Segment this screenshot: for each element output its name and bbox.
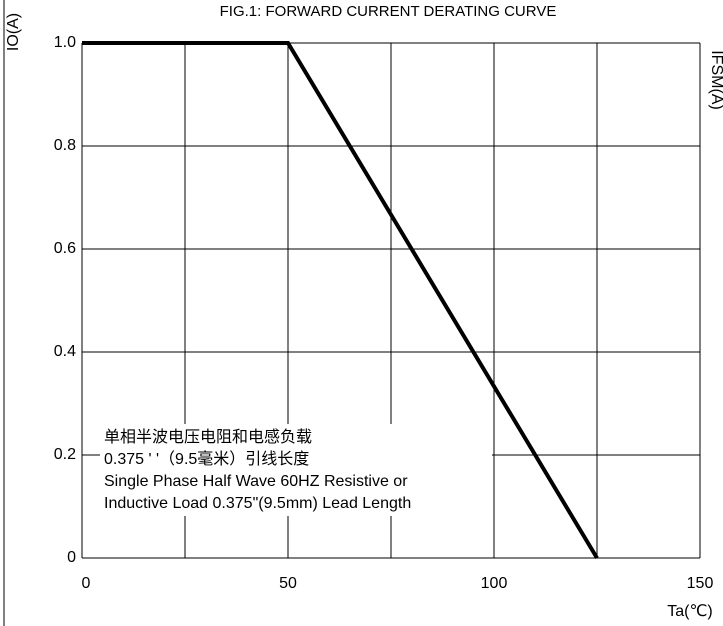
annotation: Inductive Load 0.375"(9.5mm) Lead Length [104,495,411,512]
x-axis-label: Ta(℃) [667,603,713,620]
line-series [82,41,599,560]
y-tick-label: 0.4 [54,343,76,360]
y-tick-label: 0 [67,549,76,566]
y-tick-label: 0.8 [54,137,76,154]
annotation-background [100,424,492,516]
x-tick-label: 100 [481,575,508,592]
x-tick-label: 150 [687,575,714,592]
y-axis-label: IO(A) [5,13,22,51]
y-tick-label: 1.0 [54,34,76,51]
chart-title: FIG.1: FORWARD CURRENT DERATING CURVE [220,3,557,20]
annotation: 0.375 ' '（9.5毫米）引线长度 [104,449,309,468]
x-tick-label: 50 [279,575,297,592]
y-tick-label: 0.6 [54,240,76,257]
annotation: Single Phase Half Wave 60HZ Resistive or [104,473,408,490]
y-tick-label: 0.2 [54,446,76,463]
y2-axis-label: IFSM(A) [708,50,723,110]
x-tick-label: 0 [82,575,91,592]
annotation: 单相半波电压电阻和电感负载 [104,428,312,446]
